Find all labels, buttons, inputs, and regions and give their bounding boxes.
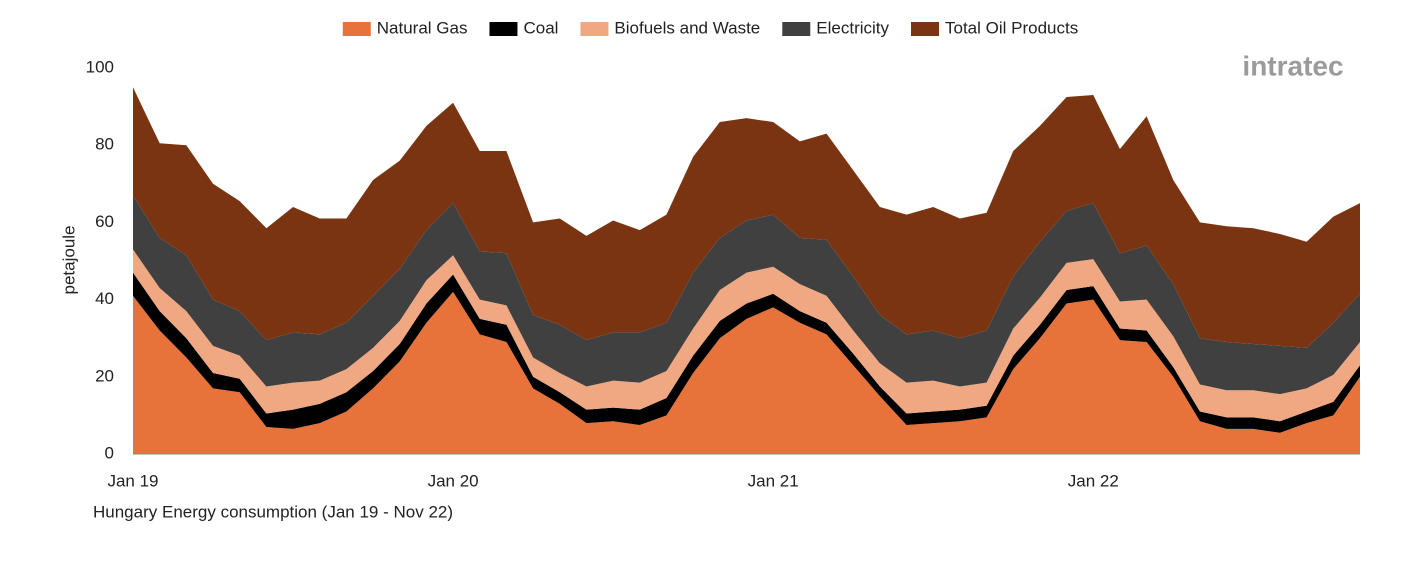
area — [133, 291, 1360, 454]
legend-item: Coal — [489, 18, 558, 37]
legend-item: Natural Gas — [342, 18, 468, 37]
area — [133, 87, 1360, 348]
legend-item: Total Oil Products — [911, 18, 1078, 37]
legend-swatch — [911, 22, 940, 36]
legend-label: Total Oil Products — [945, 18, 1078, 37]
x-tick-label: Jan 19 — [107, 471, 158, 490]
plot-area — [133, 87, 1360, 454]
legend: Natural Gas Coal Biofuels and Waste Electri… — [342, 18, 1078, 37]
area — [133, 195, 1360, 395]
y-axis-label: petajoule — [59, 225, 78, 294]
y-tick-label: 60 — [95, 212, 114, 231]
legend-swatch — [489, 22, 518, 36]
x-tick-label: Jan 21 — [748, 471, 799, 490]
y-tick-label: 80 — [95, 135, 114, 154]
legend-item: Biofuels and Waste — [580, 18, 760, 37]
x-tick-label: Jan 20 — [428, 471, 479, 490]
legend-item: Electricity — [782, 18, 890, 37]
legend-swatch — [580, 22, 609, 36]
chart-title: Hungary Energy consumption (Jan 19 - Nov… — [93, 502, 453, 521]
y-tick-label: 20 — [95, 366, 114, 385]
legend-swatch — [782, 22, 811, 36]
legend-label: Coal — [523, 18, 558, 37]
y-tick-label: 40 — [95, 289, 114, 308]
legend-label: Electricity — [816, 18, 889, 37]
area — [133, 272, 1360, 433]
area — [133, 249, 1360, 422]
y-tick-label: 0 — [105, 443, 114, 462]
legend-swatch — [342, 22, 371, 36]
legend-label: Biofuels and Waste — [614, 18, 760, 37]
x-tick-label: Jan 22 — [1068, 471, 1119, 490]
y-tick-label: 100 — [86, 57, 114, 76]
legend-label: Natural Gas — [377, 18, 468, 37]
logo: intratec — [1242, 50, 1343, 81]
